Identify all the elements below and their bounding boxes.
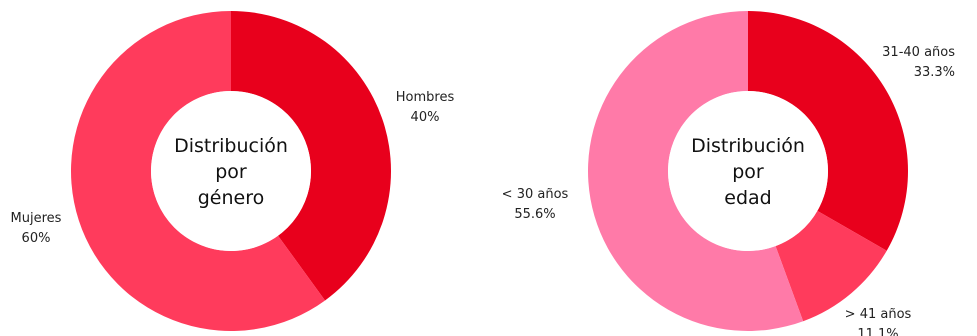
age-donut-chart: Distribución por edad 31-40 años 33.3% > 41 a… <box>502 11 955 336</box>
donut-slice-31-40-años <box>748 11 908 251</box>
chart-center-title-line: por <box>215 161 247 183</box>
slice-category-label: Hombres <box>396 90 455 105</box>
slice-category-label: < 30 años <box>502 187 569 202</box>
slice-value-label: 60% <box>22 231 51 246</box>
chart-center-title-line: Distribución <box>174 135 288 157</box>
donut-slice-41-años <box>775 210 887 322</box>
slice-value-label: 33.3% <box>914 65 955 80</box>
donut-hole <box>151 91 311 251</box>
slice-value-label: 11.1% <box>857 327 898 336</box>
chart-center-title-line: por <box>732 161 764 183</box>
donut-hole <box>668 91 828 251</box>
gender-donut-chart: Distribución por género Hombres 40% Mujeres 60… <box>11 11 455 331</box>
slice-value-label: 55.6% <box>514 207 555 222</box>
donut-slice-mujeres <box>71 11 326 331</box>
donut-slice-hombres <box>231 11 392 301</box>
slice-category-label: > 41 años <box>845 307 912 322</box>
slice-category-label: Mujeres <box>11 211 62 226</box>
donut-slice-30-años <box>588 11 804 331</box>
slice-category-label: 31-40 años <box>882 45 955 60</box>
chart-center-title-line: género <box>198 187 265 209</box>
chart-center-title-line: Distribución <box>691 135 805 157</box>
slice-value-label: 40% <box>411 110 440 125</box>
chart-center-title-line: edad <box>724 187 771 209</box>
